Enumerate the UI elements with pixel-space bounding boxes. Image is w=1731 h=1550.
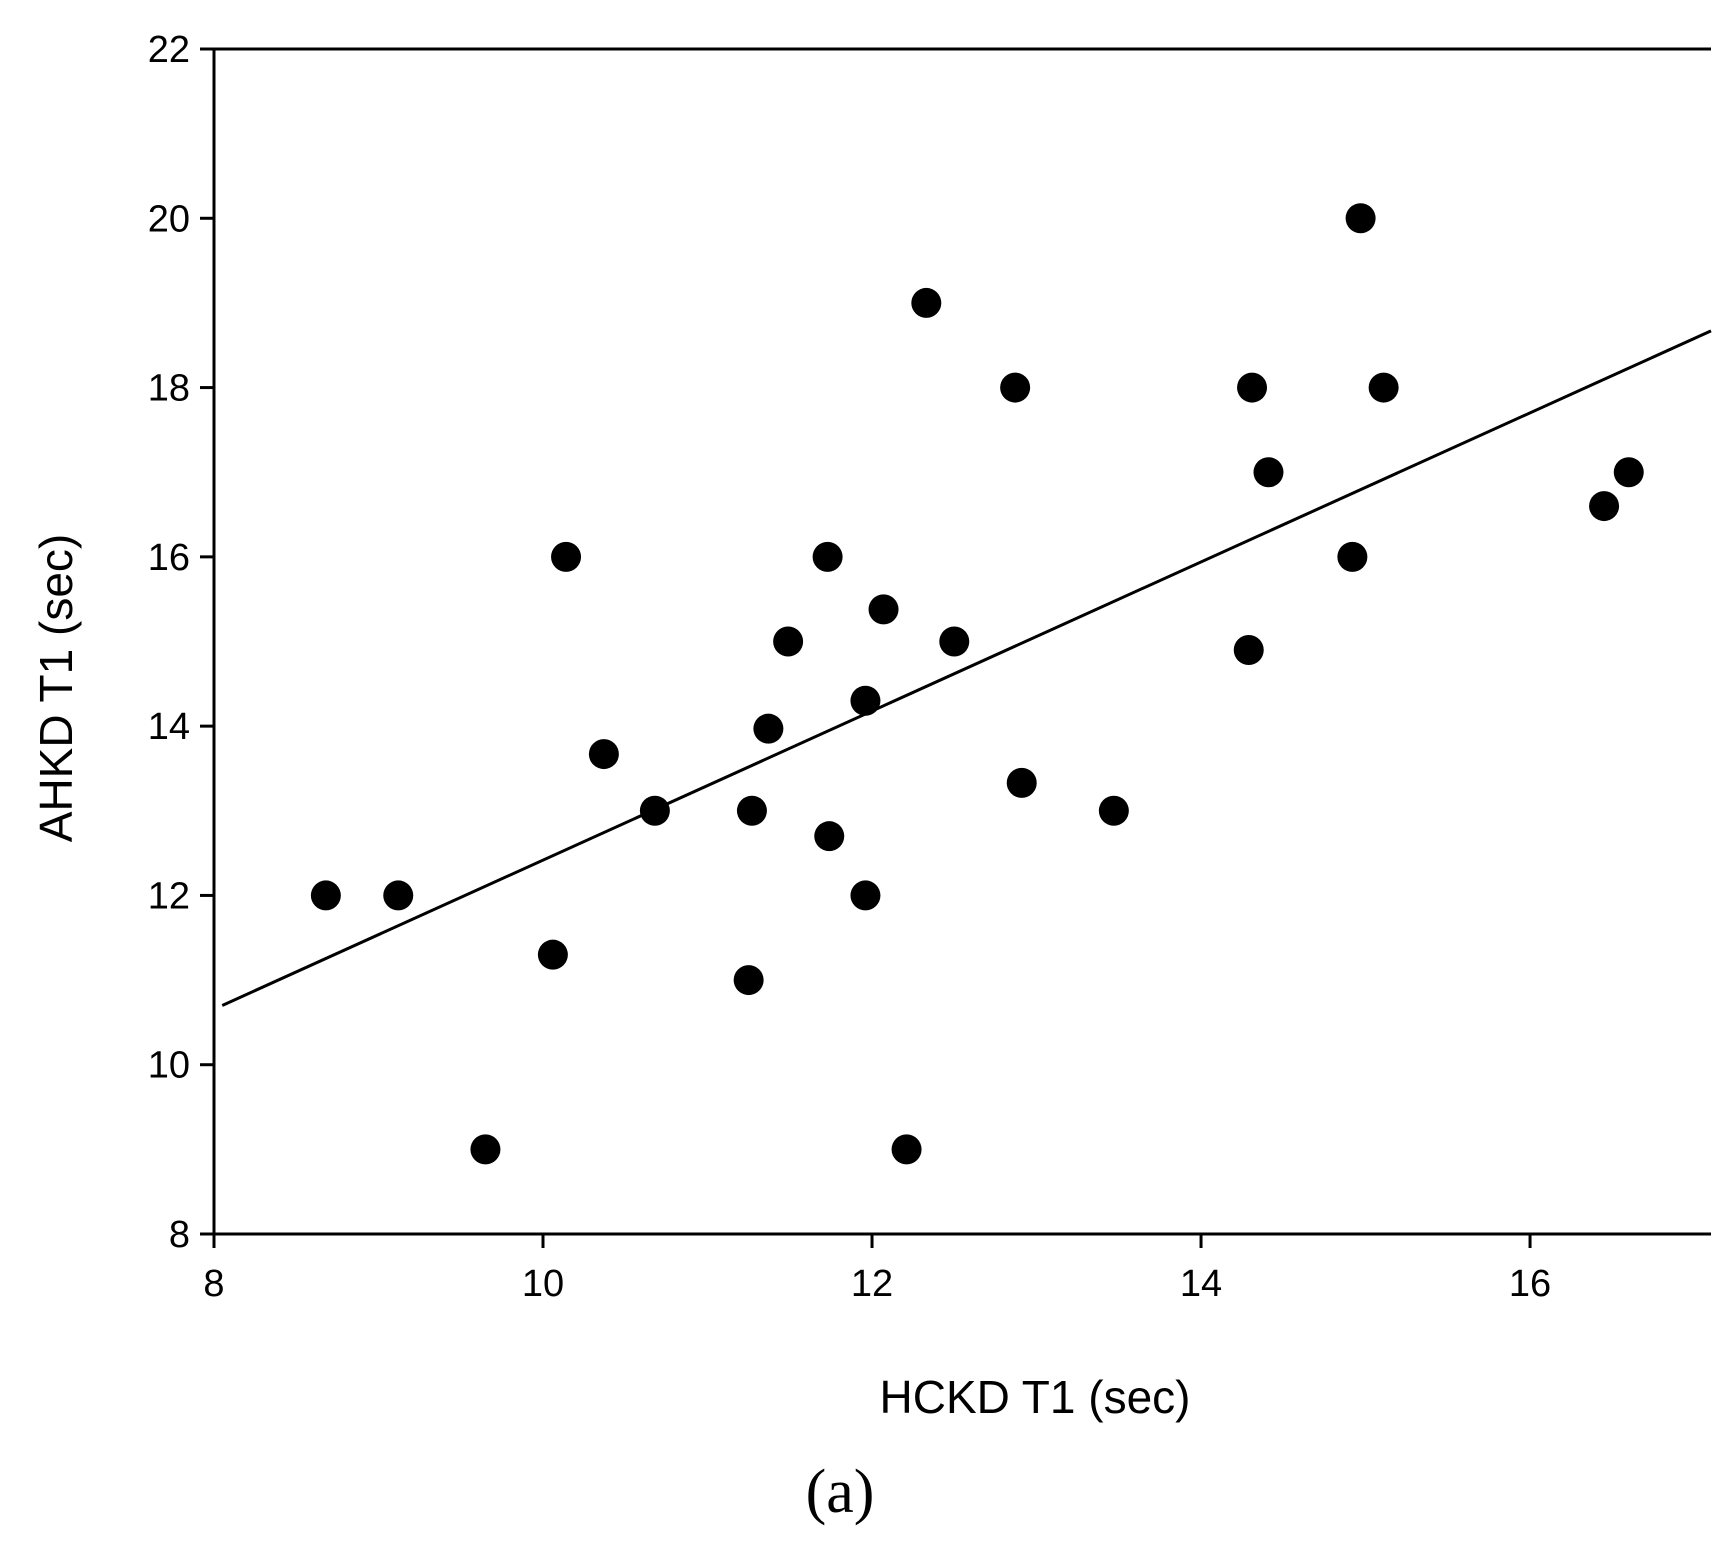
data-point: [537, 939, 568, 970]
x-tick-label: 14: [1180, 1263, 1222, 1305]
data-point: [773, 626, 804, 657]
data-point: [891, 1134, 922, 1165]
data-points: [310, 203, 1644, 1165]
data-point: [812, 541, 843, 572]
data-point: [1253, 457, 1284, 488]
data-point: [1233, 634, 1264, 665]
y-tick-label: 20: [148, 198, 190, 240]
data-point: [733, 965, 764, 996]
data-point: [814, 821, 845, 852]
data-point: [310, 880, 341, 911]
x-axis-ticks: 8 10 12 14 16: [203, 1234, 1551, 1305]
data-point: [1337, 541, 1368, 572]
data-point: [753, 713, 784, 744]
data-point: [850, 880, 881, 911]
figure-caption: (a): [806, 1458, 875, 1526]
y-tick-label: 16: [148, 537, 190, 579]
regression-line: [221, 329, 1712, 1007]
data-point: [588, 739, 619, 770]
y-axis-ticks: 8 10 12 14 16 18 20 22: [148, 29, 214, 1256]
y-tick-label: 14: [148, 706, 190, 748]
data-point: [868, 594, 899, 625]
data-point: [1368, 372, 1399, 403]
x-tick-label: 10: [522, 1263, 564, 1305]
data-point: [1006, 767, 1037, 798]
x-tick-label: 12: [851, 1263, 893, 1305]
data-point: [1098, 795, 1129, 826]
data-point: [551, 541, 582, 572]
data-point: [1613, 457, 1644, 488]
data-point: [1345, 203, 1376, 234]
data-point: [850, 685, 881, 716]
plot-frame: [212, 47, 1711, 1236]
data-point: [1000, 372, 1031, 403]
y-tick-label: 18: [148, 368, 190, 410]
x-axis-title: HCKD T1 (sec): [880, 1371, 1191, 1423]
data-point: [383, 880, 414, 911]
y-tick-label: 12: [148, 875, 190, 917]
fit-line: [221, 329, 1712, 1007]
data-point: [1237, 372, 1268, 403]
data-point: [639, 795, 670, 826]
data-point: [1589, 491, 1620, 522]
y-tick-label: 22: [148, 29, 190, 71]
y-tick-label: 10: [148, 1045, 190, 1087]
x-tick-label: 8: [203, 1263, 224, 1305]
x-tick-label: 16: [1509, 1263, 1551, 1305]
data-point: [736, 795, 767, 826]
y-tick-label: 8: [169, 1214, 190, 1256]
data-point: [470, 1134, 501, 1165]
y-axis-title: AHKD T1 (sec): [30, 534, 82, 842]
data-point: [911, 287, 942, 318]
data-point: [939, 626, 970, 657]
